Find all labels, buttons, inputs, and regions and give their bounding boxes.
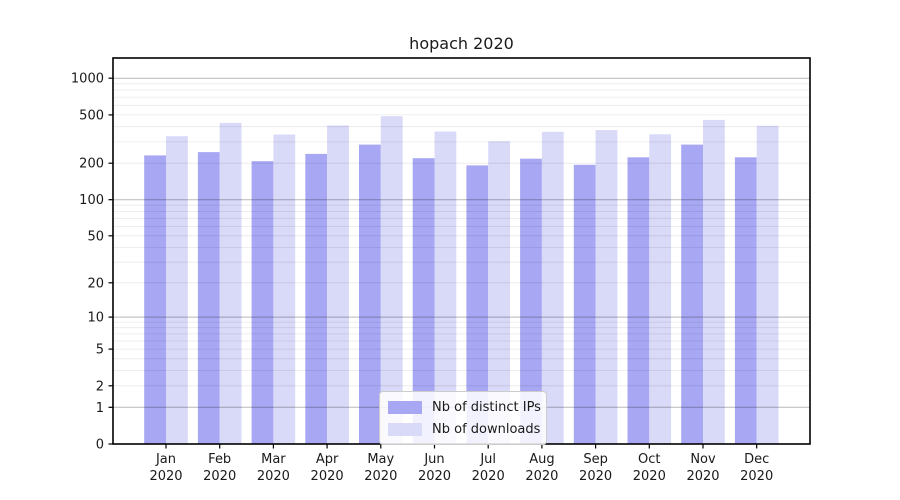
legend-swatch-distinct-ips — [388, 400, 422, 414]
legend-item-downloads: Nb of downloads — [388, 420, 541, 438]
legend-label-downloads: Nb of downloads — [432, 421, 541, 437]
x-tick-label-month: Sep — [583, 452, 608, 467]
x-tick-label-month: Mar — [261, 452, 286, 467]
x-tick-label-month: Oct — [638, 452, 660, 467]
bar-distinct-ips-jul — [466, 165, 489, 444]
x-tick-label-year: 2020 — [686, 469, 719, 484]
x-tick-label-month: Apr — [316, 452, 339, 467]
bar-distinct-ips-nov — [681, 144, 703, 444]
y-tick-label: 500 — [79, 108, 104, 123]
x-tick-label-year: 2020 — [203, 469, 236, 484]
y-tick-label: 200 — [79, 157, 104, 172]
bar-downloads-jan — [166, 136, 188, 444]
y-tick-label: 100 — [79, 193, 104, 208]
x-tick-label-month: Aug — [529, 452, 554, 467]
x-tick-label-month: Feb — [208, 452, 231, 467]
bar-distinct-ips-feb — [197, 152, 220, 444]
bar-distinct-ips-dec — [734, 157, 757, 445]
y-tick-label: 2 — [96, 379, 104, 394]
bar-distinct-ips-jun — [412, 158, 435, 444]
x-tick-label-year: 2020 — [633, 469, 666, 484]
x-tick-label-year: 2020 — [257, 469, 290, 484]
x-tick-label-year: 2020 — [149, 469, 182, 484]
bar-downloads-dec — [756, 125, 779, 445]
bar-distinct-ips-jan — [144, 155, 166, 444]
bar-downloads-aug — [541, 131, 564, 445]
y-tick-label: 20 — [87, 276, 104, 291]
x-tick-label-month: Jan — [155, 452, 176, 467]
bar-downloads-may — [380, 116, 403, 444]
bar-distinct-ips-sep — [573, 164, 596, 445]
legend-swatch-downloads — [388, 422, 422, 436]
bar-distinct-ips-may — [359, 144, 381, 444]
y-tick-label: 1000 — [71, 72, 104, 87]
bar-downloads-mar — [273, 134, 296, 444]
x-tick-label-year: 2020 — [364, 469, 397, 484]
x-tick-label-year: 2020 — [418, 469, 451, 484]
x-tick-label-month: Jul — [479, 452, 496, 467]
y-tick-label: 5 — [96, 343, 104, 358]
bar-distinct-ips-apr — [305, 153, 328, 444]
legend-label-distinct-ips: Nb of distinct IPs — [432, 399, 541, 415]
x-tick-label-month: Jun — [423, 452, 444, 467]
bar-downloads-feb — [219, 122, 242, 445]
y-tick-label: 50 — [87, 229, 104, 244]
y-tick-label: 10 — [87, 311, 104, 326]
bar-downloads-apr — [327, 125, 349, 444]
bar-downloads-oct — [649, 134, 672, 445]
bar-distinct-ips-oct — [627, 157, 650, 445]
legend-item-distinct-ips: Nb of distinct IPs — [388, 398, 541, 416]
bar-downloads-jul — [488, 141, 510, 445]
bar-downloads-nov — [703, 119, 725, 445]
x-tick-label-month: May — [367, 452, 394, 467]
x-tick-label-year: 2020 — [472, 469, 505, 484]
x-tick-label-year: 2020 — [740, 469, 773, 484]
y-tick-label: 0 — [96, 438, 104, 453]
bar-downloads-sep — [595, 130, 618, 444]
x-tick-label-month: Dec — [744, 452, 769, 467]
x-tick-label-year: 2020 — [525, 469, 558, 484]
x-tick-label-month: Nov — [690, 452, 716, 467]
y-tick-label: 1 — [96, 401, 104, 416]
chart-title: hopach 2020 — [409, 34, 514, 53]
bar-distinct-ips-mar — [251, 161, 274, 444]
x-tick-label-year: 2020 — [311, 469, 344, 484]
bar-distinct-ips-aug — [520, 158, 542, 444]
x-tick-label-year: 2020 — [579, 469, 612, 484]
bar-downloads-jun — [434, 131, 457, 444]
legend: Nb of distinct IPs Nb of downloads — [379, 391, 547, 445]
